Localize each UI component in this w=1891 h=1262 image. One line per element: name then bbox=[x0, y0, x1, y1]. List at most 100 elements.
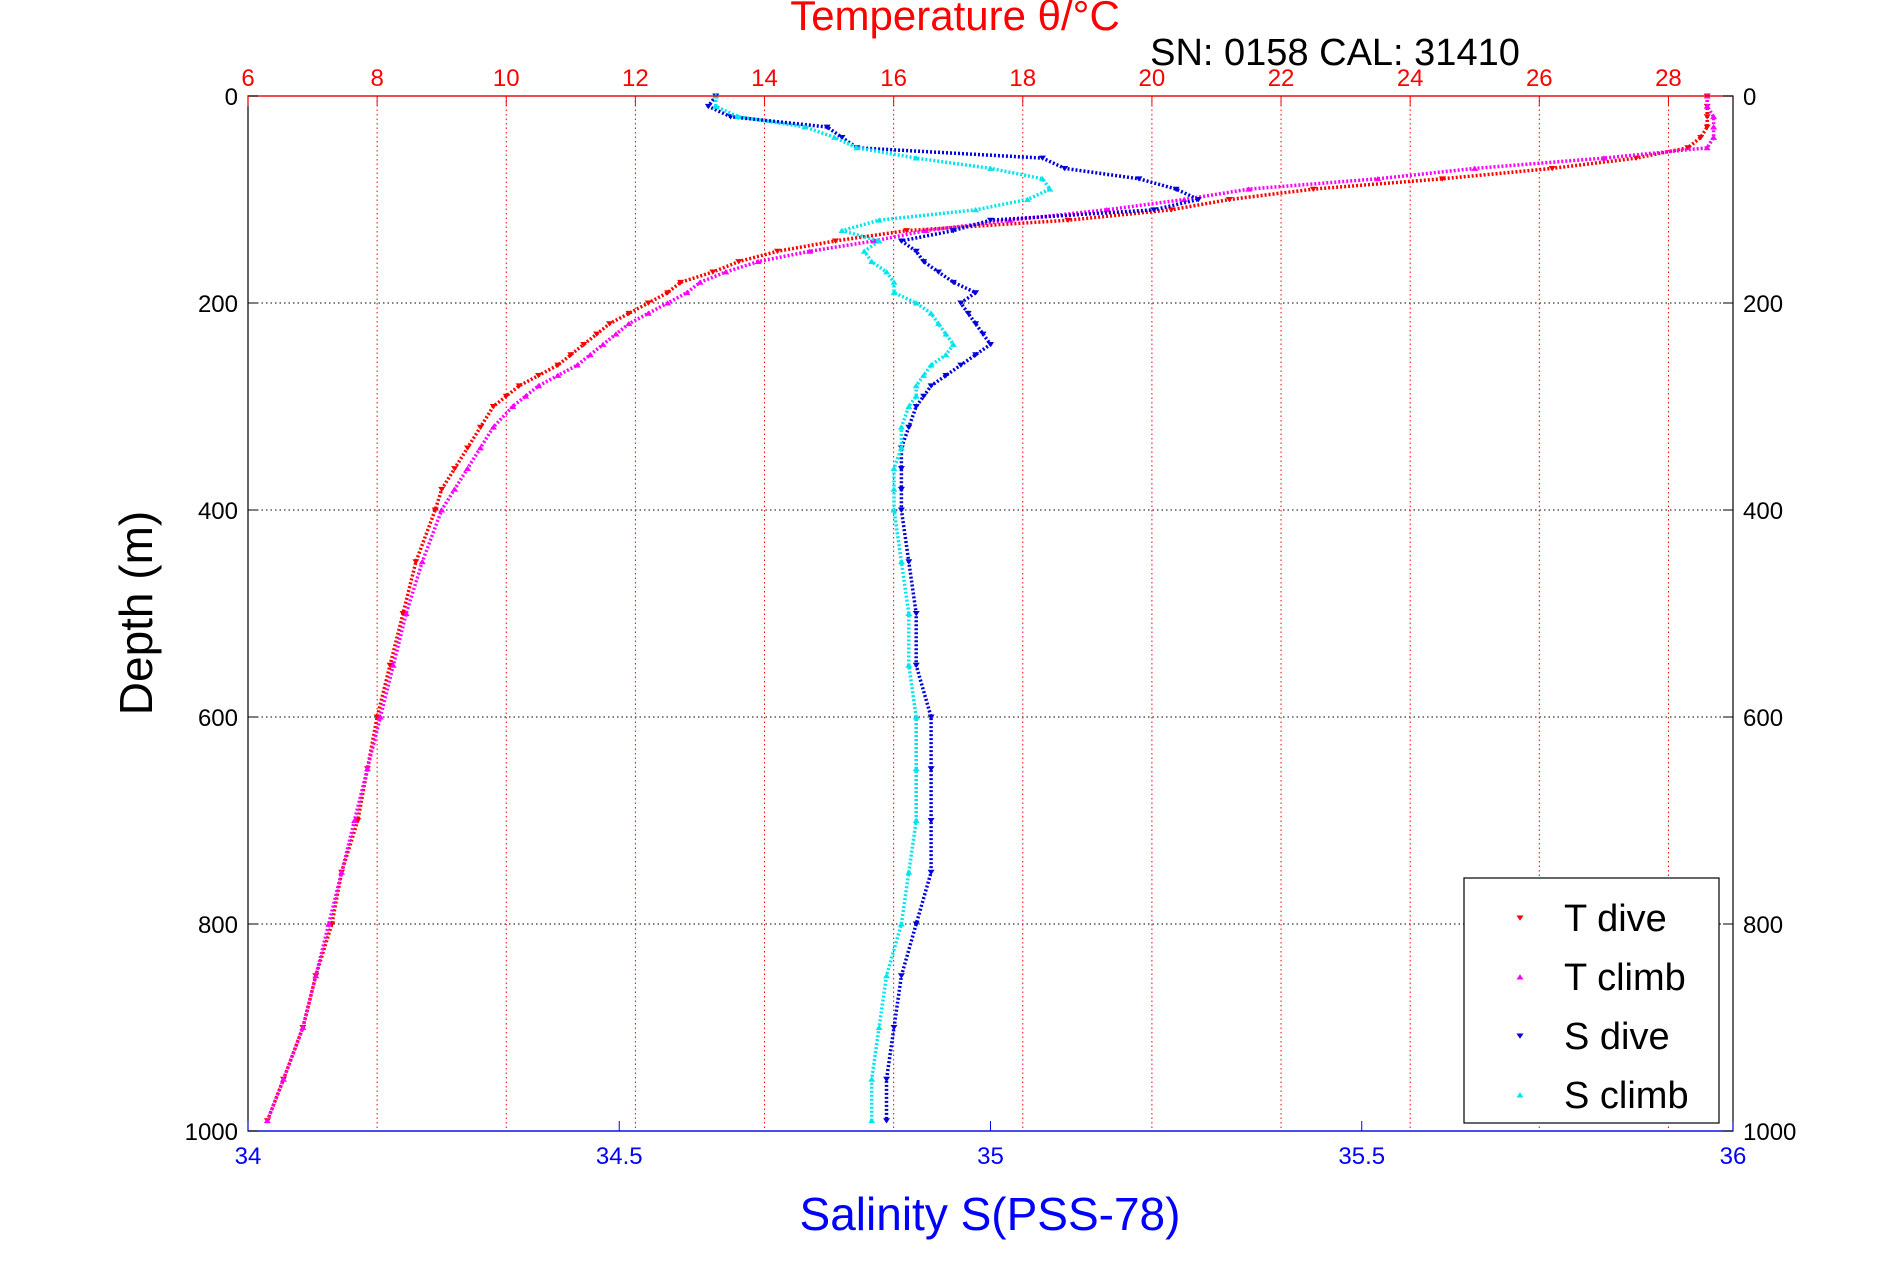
data-point bbox=[1103, 207, 1111, 213]
data-point bbox=[1038, 176, 1046, 182]
grid-lines bbox=[248, 96, 1733, 1131]
y-tick-label-right: 800 bbox=[1743, 912, 1783, 939]
data-point bbox=[942, 373, 950, 379]
data-point bbox=[1194, 197, 1202, 203]
data-point bbox=[354, 818, 362, 824]
data-point bbox=[1703, 114, 1711, 120]
legend-label: T climb bbox=[1564, 957, 1686, 999]
data-point bbox=[905, 869, 913, 875]
data-point bbox=[972, 290, 980, 296]
data-point bbox=[522, 393, 530, 399]
data-point bbox=[489, 424, 497, 430]
top-tick-label: 28 bbox=[1655, 65, 1682, 92]
data-point bbox=[905, 424, 913, 430]
top-tick-label: 22 bbox=[1268, 65, 1295, 92]
data-point bbox=[890, 507, 898, 513]
data-point bbox=[912, 765, 920, 772]
data-point bbox=[535, 383, 543, 389]
data-point bbox=[567, 352, 575, 358]
bottom-tick-label: 36 bbox=[1720, 1143, 1747, 1170]
top-tick-label: 20 bbox=[1139, 65, 1166, 92]
top-tick-label: 8 bbox=[370, 65, 383, 92]
data-point bbox=[696, 279, 704, 285]
data-point bbox=[1710, 134, 1718, 140]
top-tick-label: 10 bbox=[493, 65, 520, 92]
data-point bbox=[987, 165, 994, 171]
chart-title: Temperature θ/°C bbox=[790, 0, 1120, 39]
top-tick-label: 18 bbox=[1009, 65, 1036, 92]
data-point bbox=[987, 341, 994, 348]
data-point bbox=[927, 362, 935, 368]
legend-label: S dive bbox=[1564, 1016, 1670, 1058]
top-tick-label: 26 bbox=[1526, 65, 1553, 92]
data-point bbox=[1471, 165, 1479, 171]
data-point bbox=[476, 445, 484, 451]
data-point bbox=[920, 372, 928, 378]
data-point bbox=[905, 662, 913, 668]
data-point bbox=[949, 228, 957, 234]
data-point bbox=[927, 818, 935, 824]
data-point bbox=[912, 817, 920, 823]
data-point bbox=[573, 362, 581, 368]
data-point bbox=[1061, 166, 1069, 172]
top-tick-label: 16 bbox=[880, 65, 907, 92]
series-s-dive bbox=[704, 93, 1202, 1124]
data-point bbox=[438, 507, 446, 513]
data-point bbox=[1024, 196, 1032, 202]
data-point bbox=[734, 113, 742, 120]
data-point bbox=[912, 662, 920, 669]
data-point bbox=[625, 320, 633, 327]
data-point bbox=[806, 248, 814, 254]
data-point bbox=[1703, 144, 1711, 151]
data-point bbox=[554, 372, 562, 378]
series-s-climb bbox=[712, 93, 1054, 1124]
data-point bbox=[709, 269, 717, 275]
data-point bbox=[838, 134, 846, 141]
data-point bbox=[1710, 113, 1718, 120]
data-point bbox=[338, 869, 346, 875]
data-point bbox=[905, 559, 913, 565]
data-point bbox=[502, 393, 510, 399]
data-point bbox=[1150, 207, 1158, 213]
data-point bbox=[838, 227, 846, 233]
data-point bbox=[890, 289, 898, 296]
data-point bbox=[735, 259, 743, 265]
data-point bbox=[875, 238, 883, 244]
data-point bbox=[912, 155, 920, 161]
data-point bbox=[942, 331, 950, 337]
data-point bbox=[299, 1024, 307, 1030]
bottom-tick-label: 35 bbox=[977, 1143, 1004, 1170]
y-tick-label-right: 0 bbox=[1743, 84, 1756, 111]
y-tick-label-right: 400 bbox=[1743, 498, 1783, 525]
data-point bbox=[957, 362, 965, 368]
data-point bbox=[935, 320, 943, 327]
legend-marker bbox=[1516, 974, 1524, 980]
data-point bbox=[912, 611, 920, 617]
data-point bbox=[890, 486, 898, 492]
data-point bbox=[363, 765, 371, 772]
data-point bbox=[399, 611, 407, 617]
data-point bbox=[860, 248, 868, 254]
data-point bbox=[754, 258, 762, 265]
data-point bbox=[1703, 103, 1711, 109]
data-point bbox=[280, 1076, 288, 1082]
data-point bbox=[897, 507, 905, 513]
data-point bbox=[949, 341, 957, 347]
y-tick-label-left: 400 bbox=[198, 498, 238, 525]
legend: T dive T climb S dive S climb bbox=[1463, 877, 1720, 1124]
data-point bbox=[935, 269, 943, 275]
top-tick-label: 6 bbox=[241, 65, 254, 92]
data-point bbox=[883, 269, 891, 275]
series-t-climb bbox=[263, 93, 1718, 1124]
data-point bbox=[412, 559, 420, 565]
data-point bbox=[625, 310, 633, 317]
legend-label: T dive bbox=[1564, 898, 1667, 940]
data-point bbox=[451, 486, 459, 492]
data-point bbox=[1703, 124, 1711, 130]
data-point bbox=[1374, 176, 1382, 182]
x-axis-label: Salinity S(PSS-78) bbox=[800, 1188, 1181, 1240]
y-tick-label-left: 800 bbox=[198, 912, 238, 939]
data-point bbox=[1245, 186, 1253, 192]
axis-ticks: 0 0 200 200 400 400 600 600 800 800 1000 1000 6 8 10 12… bbox=[185, 65, 1797, 1170]
data-point bbox=[870, 238, 878, 244]
